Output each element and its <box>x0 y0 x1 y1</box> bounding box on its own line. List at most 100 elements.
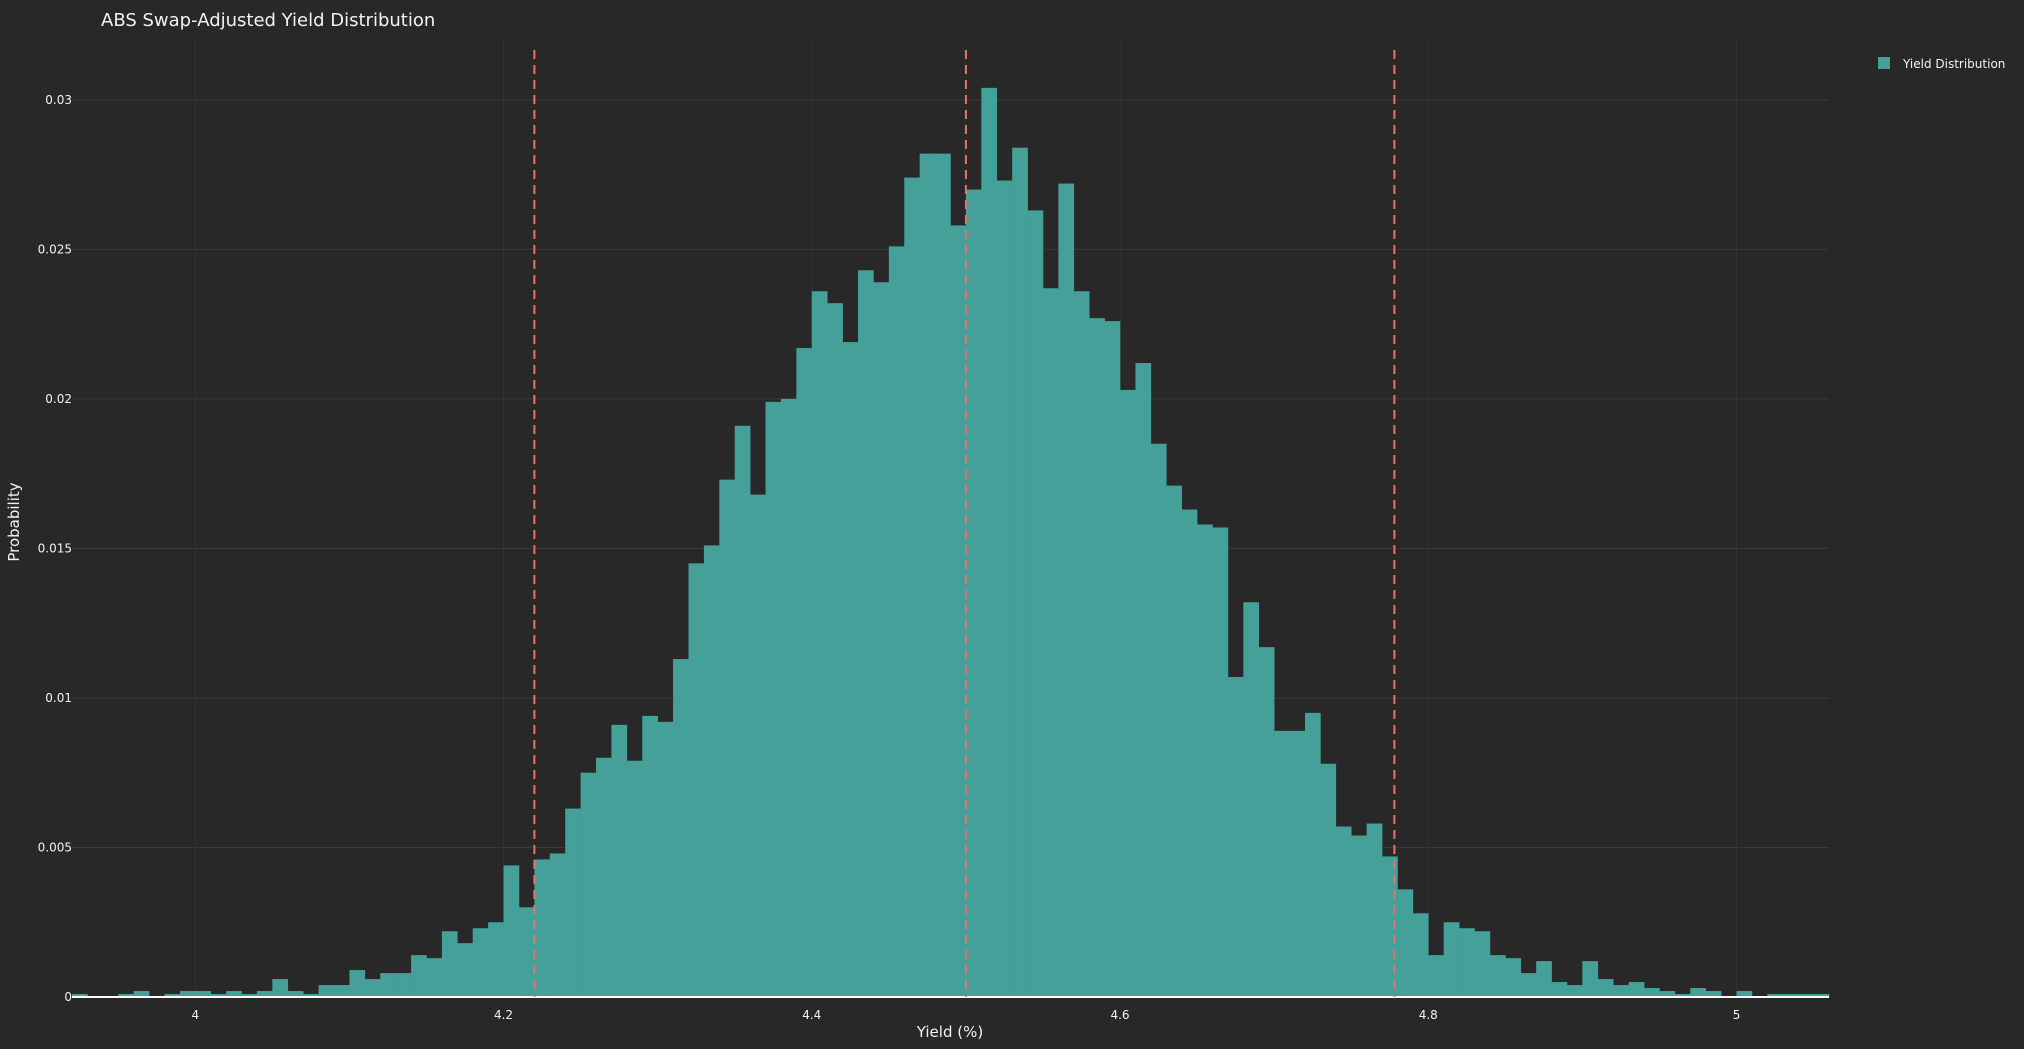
histogram-bar[interactable] <box>534 859 551 997</box>
histogram-bar[interactable] <box>858 270 874 997</box>
histogram-bar[interactable] <box>334 985 350 997</box>
histogram-bar[interactable] <box>1459 928 1475 997</box>
histogram-bar[interactable] <box>380 973 396 997</box>
histogram-bar[interactable] <box>1536 961 1552 997</box>
histogram-bar[interactable] <box>657 721 674 997</box>
histogram-bar[interactable] <box>1304 712 1321 997</box>
histogram-bar[interactable] <box>1089 318 1105 997</box>
histogram-bar[interactable] <box>1582 961 1599 997</box>
histogram-bar[interactable] <box>1073 291 1090 997</box>
histogram-bar[interactable] <box>950 225 967 997</box>
histogram-bar[interactable] <box>1443 922 1460 997</box>
histogram-bar[interactable] <box>72 994 88 997</box>
histogram-bar[interactable] <box>349 970 366 997</box>
histogram-bar[interactable] <box>642 715 658 997</box>
histogram-bar[interactable] <box>888 246 905 997</box>
histogram-bar[interactable] <box>503 865 520 997</box>
histogram-bar[interactable] <box>303 994 319 997</box>
histogram-bar[interactable] <box>210 994 227 997</box>
histogram-bar[interactable] <box>1320 763 1337 997</box>
histogram-bar[interactable] <box>226 991 242 997</box>
histogram-bar[interactable] <box>488 922 504 997</box>
histogram-bar[interactable] <box>1258 647 1275 997</box>
histogram-bar[interactable] <box>241 994 258 997</box>
histogram-bar[interactable] <box>750 494 766 997</box>
histogram-bar[interactable] <box>1520 973 1537 997</box>
histogram-bar[interactable] <box>904 177 920 998</box>
histogram-bar[interactable] <box>549 853 566 997</box>
histogram-bar[interactable] <box>965 189 982 997</box>
histogram-bar[interactable] <box>1397 889 1414 997</box>
histogram-bar[interactable] <box>1428 955 1444 997</box>
histogram-bar[interactable] <box>1227 677 1244 997</box>
histogram-bar[interactable] <box>1382 856 1398 997</box>
histogram-bar[interactable] <box>935 153 951 998</box>
histogram-bar[interactable] <box>1597 979 1614 997</box>
legend[interactable]: Yield Distribution <box>1878 57 2005 71</box>
histogram-bar[interactable] <box>1782 994 1799 997</box>
histogram-bar[interactable] <box>734 425 751 997</box>
histogram-bar[interactable] <box>472 928 489 997</box>
histogram-bar[interactable] <box>580 772 597 997</box>
histogram-bar[interactable] <box>426 958 443 997</box>
histogram-bar[interactable] <box>626 760 643 997</box>
histogram-bar[interactable] <box>873 282 890 998</box>
histogram-bar[interactable] <box>1474 931 1491 997</box>
histogram-bar[interactable] <box>827 303 843 997</box>
histogram-bar[interactable] <box>1659 991 1676 997</box>
histogram-bar[interactable] <box>1243 602 1260 997</box>
histogram-bar[interactable] <box>565 808 581 997</box>
histogram-bar[interactable] <box>1042 288 1059 997</box>
histogram-bar[interactable] <box>1736 991 1753 997</box>
histogram-bar[interactable] <box>765 401 782 998</box>
histogram-bar[interactable] <box>611 724 628 997</box>
histogram-bar[interactable] <box>1135 362 1152 997</box>
histogram-bar[interactable] <box>1674 994 1691 997</box>
histogram-bar[interactable] <box>1489 955 1506 997</box>
histogram-bar[interactable] <box>364 979 381 997</box>
histogram-bar[interactable] <box>1705 991 1722 997</box>
histogram-bar[interactable] <box>1197 524 1213 997</box>
histogram-bar[interactable] <box>1813 994 1830 997</box>
histogram-bar[interactable] <box>1628 982 1645 997</box>
histogram-bar[interactable] <box>919 153 936 998</box>
histogram-bar[interactable] <box>1104 321 1121 997</box>
histogram-bar[interactable] <box>1027 210 1044 997</box>
histogram-bar[interactable] <box>703 545 720 997</box>
histogram-bar[interactable] <box>1058 183 1075 998</box>
histogram-bar[interactable] <box>411 955 427 997</box>
histogram-bar[interactable] <box>996 180 1013 997</box>
histogram-bar[interactable] <box>518 907 535 997</box>
histogram-bar[interactable] <box>1335 826 1352 997</box>
histogram-bar[interactable] <box>1181 509 1198 997</box>
histogram-bar[interactable] <box>1351 835 1367 997</box>
histogram-bar[interactable] <box>287 991 304 997</box>
histogram-bar[interactable] <box>1767 994 1784 997</box>
histogram-bar[interactable] <box>673 659 689 997</box>
histogram-bar[interactable] <box>179 991 196 997</box>
histogram-bar[interactable] <box>1120 389 1136 997</box>
histogram-bar[interactable] <box>318 985 335 997</box>
histogram-bar[interactable] <box>719 479 736 997</box>
histogram-bar[interactable] <box>1212 527 1229 997</box>
histogram-bar[interactable] <box>1150 443 1167 997</box>
histogram-bar[interactable] <box>1613 985 1629 997</box>
histogram-bar[interactable] <box>441 931 458 997</box>
histogram-bar[interactable] <box>1551 982 1568 997</box>
histogram-bar[interactable] <box>164 994 181 997</box>
histogram-bar[interactable] <box>118 994 134 997</box>
histogram-bar[interactable] <box>1798 994 1814 997</box>
histogram-bar[interactable] <box>1366 823 1383 997</box>
histogram-bar[interactable] <box>272 979 289 997</box>
histogram-bar[interactable] <box>780 398 797 997</box>
histogram-bar[interactable] <box>1166 485 1182 997</box>
histogram-bar[interactable] <box>1274 730 1290 997</box>
histogram-bar[interactable] <box>1012 147 1028 998</box>
histogram-bar[interactable] <box>1566 985 1583 997</box>
histogram-bar[interactable] <box>1289 730 1306 997</box>
histogram-bar[interactable] <box>688 563 705 997</box>
histogram-bar[interactable] <box>796 348 813 997</box>
histogram-bar[interactable] <box>596 757 612 997</box>
histogram-bar[interactable] <box>395 973 412 997</box>
histogram-bar[interactable] <box>133 991 150 997</box>
